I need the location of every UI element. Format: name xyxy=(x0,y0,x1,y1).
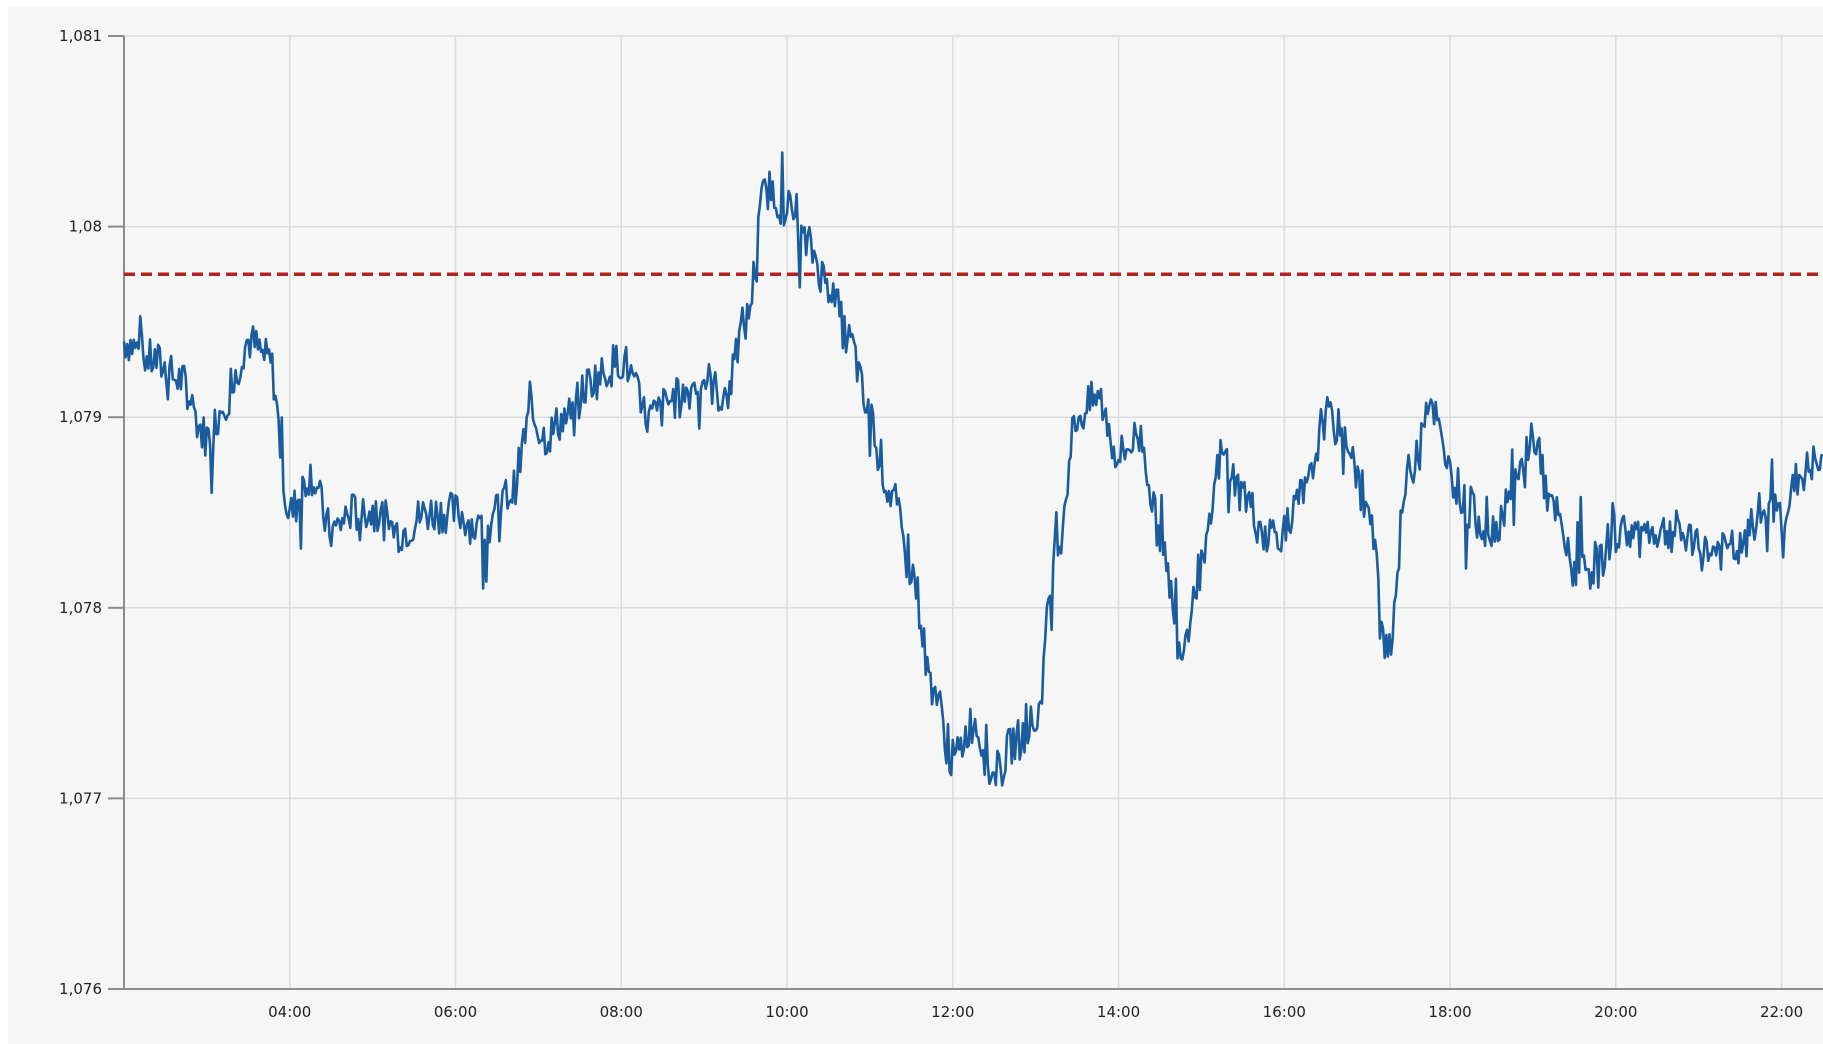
series-line xyxy=(122,151,1823,787)
x-tick-label: 14:00 xyxy=(1097,1003,1140,1021)
x-tick-label: 18:00 xyxy=(1428,1003,1471,1021)
y-tick-label: 1,078 xyxy=(59,599,102,617)
x-tick-label: 20:00 xyxy=(1594,1003,1637,1021)
x-tick-label: 08:00 xyxy=(600,1003,643,1021)
line-chart: 1,076 1,077 1,078 1,079 1,08 1,081 04:00 06:00 0… xyxy=(59,27,1823,1021)
tick-labels: 1,076 1,077 1,078 1,079 1,08 1,081 04:00 06:00 0… xyxy=(59,27,1803,1021)
y-tick-label: 1,081 xyxy=(59,27,102,45)
y-tick-label: 1,08 xyxy=(69,218,102,236)
grid xyxy=(124,35,1823,989)
series-layer xyxy=(122,151,1823,787)
x-tick-label: 22:00 xyxy=(1760,1003,1803,1021)
y-tick-label: 1,077 xyxy=(59,789,102,807)
x-tick-label: 10:00 xyxy=(765,1003,808,1021)
x-tick-label: 04:00 xyxy=(268,1003,311,1021)
axes xyxy=(123,36,1823,990)
y-tick-label: 1,079 xyxy=(59,408,102,426)
x-tick-label: 06:00 xyxy=(434,1003,477,1021)
chart-panel: 1,076 1,077 1,078 1,079 1,08 1,081 04:00 06:00 0… xyxy=(8,6,1823,1044)
y-tick-label: 1,076 xyxy=(59,980,102,998)
x-tick-label: 16:00 xyxy=(1263,1003,1306,1021)
x-tick-label: 12:00 xyxy=(931,1003,974,1021)
